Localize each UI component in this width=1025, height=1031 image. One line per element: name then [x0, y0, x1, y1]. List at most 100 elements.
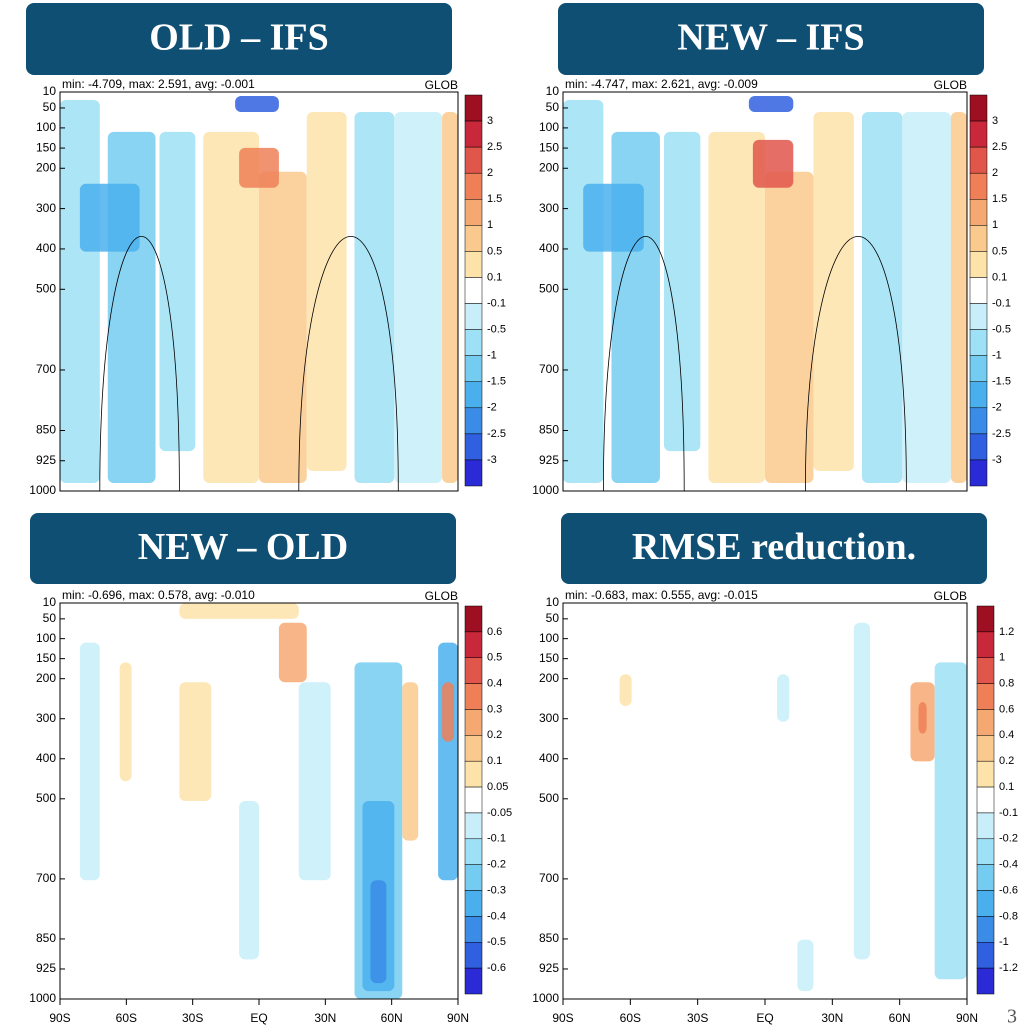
- colorbar-label: -3: [992, 454, 1002, 466]
- colorbar-box: [464, 683, 483, 710]
- region-label: GLOB: [425, 78, 458, 92]
- colorbar-label: -0.4: [487, 910, 506, 922]
- colorbar-box: [976, 760, 995, 788]
- colorbar-label: -2.5: [487, 428, 506, 440]
- colorbar-box: [464, 657, 483, 684]
- field-shade: [853, 622, 871, 960]
- y-tick-label: 150: [539, 651, 559, 665]
- x-tick-label: 90N: [956, 1011, 978, 1025]
- x-tick-label: 60S: [116, 1011, 137, 1025]
- colorbar-label: 0.2: [487, 729, 502, 741]
- colorbar-box: [464, 172, 483, 200]
- contour-line: [99, 236, 180, 492]
- y-tick-label: 200: [36, 671, 56, 685]
- colorbar-label: -0.2: [999, 833, 1018, 845]
- colorbar-box: [976, 916, 995, 943]
- y-tick-label: 10: [546, 595, 560, 609]
- x-tick-label: 60N: [889, 1011, 911, 1025]
- x-tick-label: 30S: [687, 1011, 708, 1025]
- y-tick-label: 700: [539, 871, 559, 885]
- colorbar-label: 0.1: [999, 781, 1014, 793]
- colorbar-label: -0.4: [999, 859, 1018, 871]
- y-tick-label: 300: [36, 711, 56, 725]
- colorbar-box: [464, 916, 483, 943]
- x-tick-label: 90N: [447, 1011, 469, 1025]
- field-shade: [777, 674, 790, 722]
- y-tick-label: 925: [36, 453, 56, 467]
- colorbar-label: -1: [487, 350, 497, 362]
- y-tick-label: 10: [43, 595, 57, 609]
- plot-frame: [562, 91, 968, 492]
- y-tick-label: 100: [36, 120, 56, 134]
- field-shade: [664, 131, 701, 452]
- colorbar-box: [464, 760, 483, 788]
- colorbar-box: [464, 735, 483, 762]
- x-tick-label: 30N: [314, 1011, 336, 1025]
- y-tick-label: 300: [539, 201, 559, 215]
- colorbar-label: -1: [999, 936, 1009, 948]
- field-shade: [370, 880, 387, 984]
- colorbar-label: 2.5: [992, 141, 1007, 153]
- colorbar-box: [464, 199, 483, 226]
- y-tick-label: 500: [36, 281, 56, 295]
- y-tick-label: 50: [43, 611, 57, 625]
- field-shade: [934, 662, 967, 980]
- field-shade: [619, 674, 632, 706]
- colorbar-box: [969, 94, 988, 122]
- colorbar-box: [976, 812, 995, 840]
- field-shade: [442, 682, 455, 742]
- y-tick-label: 500: [539, 281, 559, 295]
- colorbar-label: 0.3: [487, 703, 502, 715]
- field-shade: [748, 95, 794, 112]
- field-shade: [752, 139, 794, 188]
- colorbar-box: [464, 407, 483, 435]
- banner-title: NEW – OLD: [138, 526, 348, 568]
- y-tick-label: 700: [36, 871, 56, 885]
- field-shade: [179, 603, 299, 619]
- colorbar-label: 2.5: [487, 141, 502, 153]
- colorbar-box: [969, 459, 988, 487]
- y-tick-label: 925: [36, 961, 56, 975]
- colorbar-box: [464, 303, 483, 330]
- colorbar-label: -0.2: [487, 859, 506, 871]
- colorbar-box: [464, 225, 483, 252]
- field-shade: [354, 111, 395, 484]
- page-number: 3: [1007, 1006, 1017, 1028]
- colorbar-label: 0.6: [999, 703, 1014, 715]
- colorbar-label: -1: [992, 350, 1002, 362]
- field-shade: [239, 801, 259, 960]
- colorbar-box: [976, 786, 995, 814]
- colorbar-box: [464, 631, 483, 658]
- x-tick-label: 90S: [552, 1011, 573, 1025]
- field-shade: [278, 622, 307, 683]
- y-tick-label: 850: [539, 423, 559, 437]
- field-shade: [159, 131, 196, 452]
- colorbar-label: -1.5: [487, 376, 506, 388]
- plot-frame: [562, 602, 968, 1000]
- y-tick-label: 150: [539, 140, 559, 154]
- colorbar-box: [464, 381, 483, 409]
- colorbar-label: 2: [992, 167, 998, 179]
- colorbar-label: -0.1: [992, 297, 1011, 309]
- y-tick-label: 100: [539, 631, 559, 645]
- x-tick-label: EQ: [756, 1011, 773, 1025]
- y-tick-label: 10: [43, 84, 57, 98]
- colorbar-label: 0.4: [487, 678, 502, 690]
- colorbar-label: 0.5: [487, 245, 502, 257]
- colorbar-label: 1.5: [487, 193, 502, 205]
- y-tick-label: 150: [36, 140, 56, 154]
- y-tick-label: 400: [539, 241, 559, 255]
- y-tick-label: 10: [546, 84, 560, 98]
- y-tick-label: 1000: [532, 991, 559, 1005]
- colorbar-label: -0.05: [487, 807, 512, 819]
- stats-text: min: -0.696, max: 0.578, avg: -0.010: [62, 588, 255, 602]
- colorbar-box: [464, 838, 483, 865]
- banner-title: NEW – IFS: [677, 17, 864, 59]
- field-shade: [203, 131, 259, 484]
- field-shade: [239, 147, 279, 188]
- x-tick-label: EQ: [250, 1011, 267, 1025]
- colorbar-box: [969, 225, 988, 252]
- colorbar-label: 0.5: [992, 245, 1007, 257]
- colorbar-box: [464, 786, 483, 814]
- field-shade: [306, 111, 347, 472]
